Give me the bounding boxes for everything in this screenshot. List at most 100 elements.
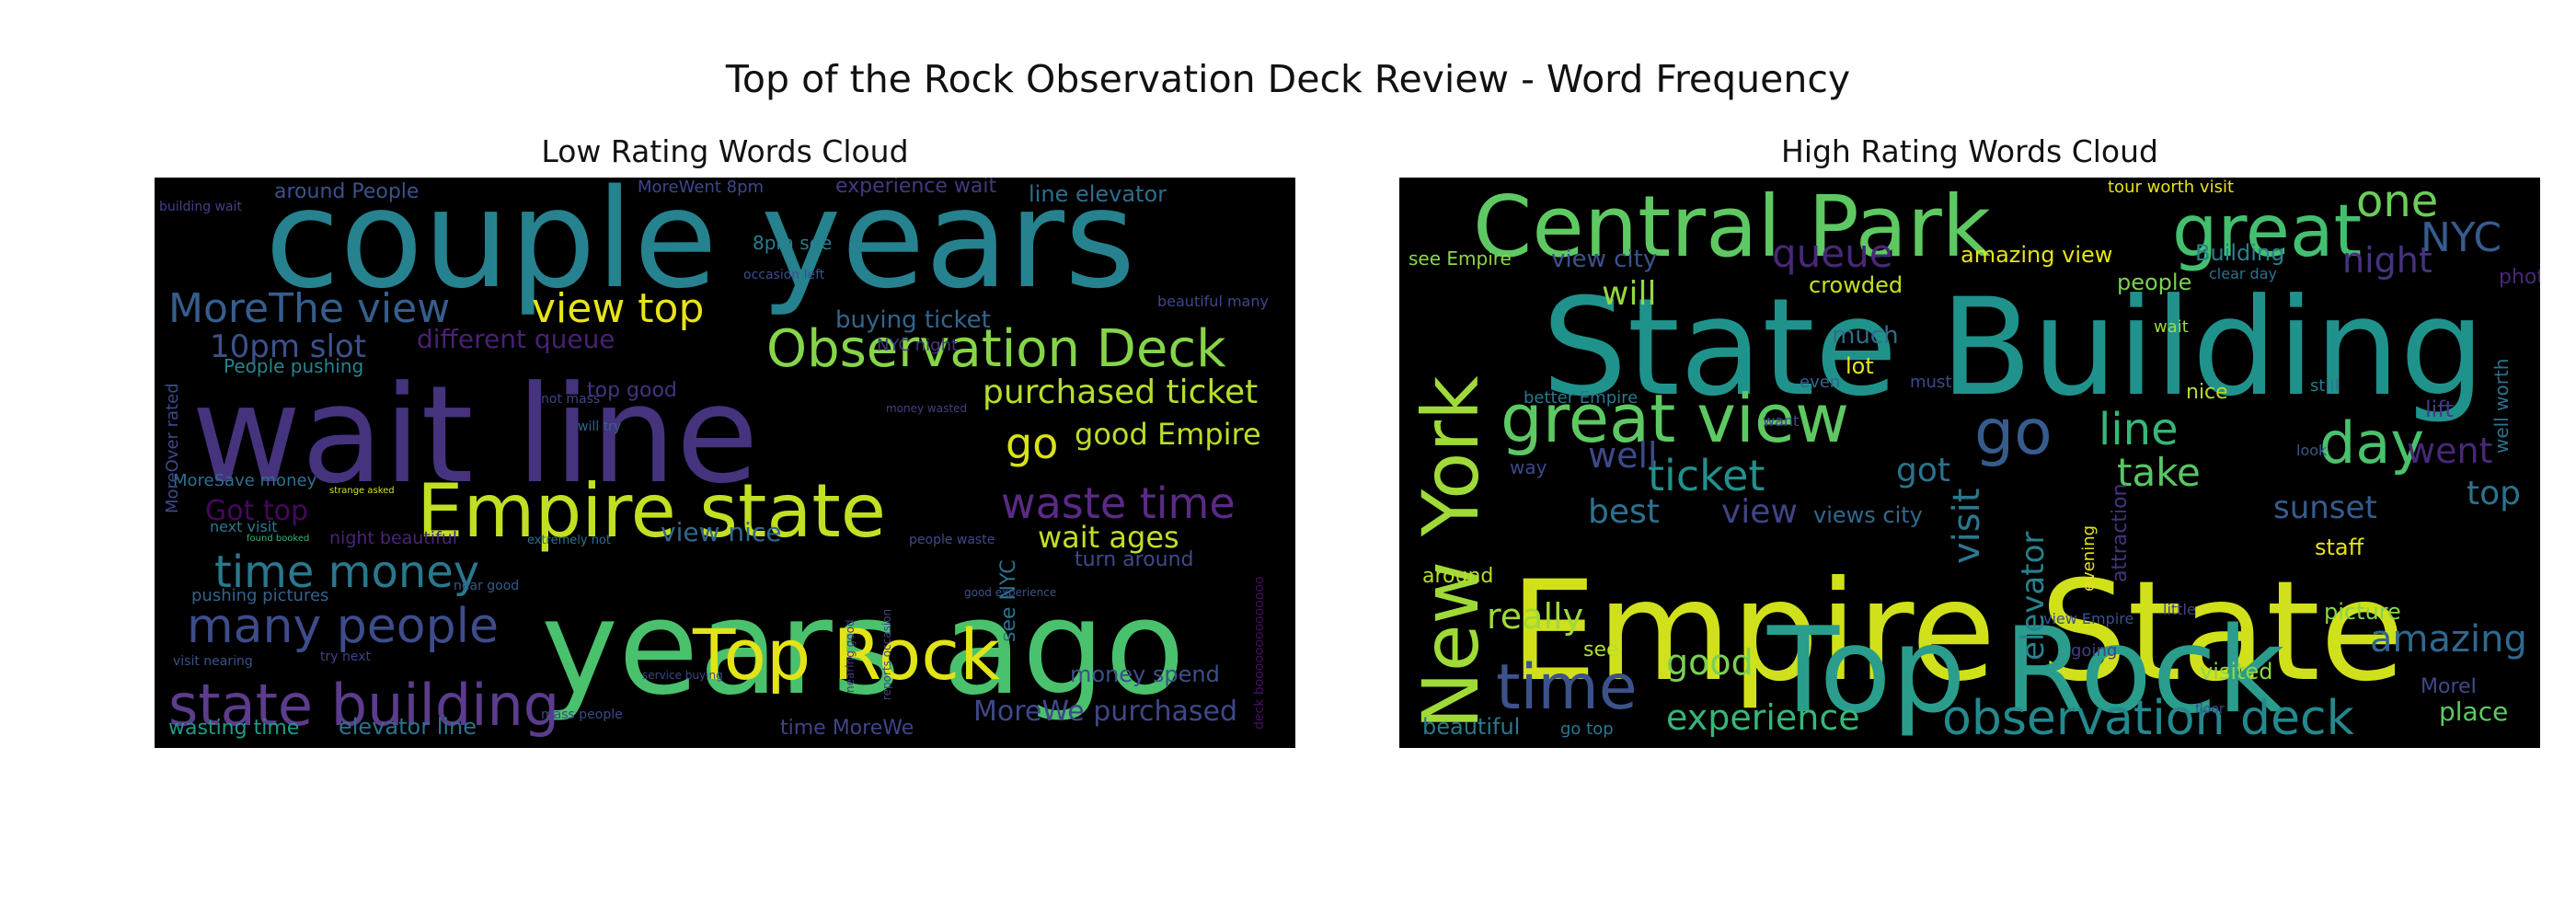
word-wait: wait bbox=[2154, 317, 2189, 337]
low-rating-word-cloud-canvas: couple years wait line years ago Empire sta… bbox=[159, 178, 1269, 740]
word-next-visit: next visit bbox=[210, 518, 278, 535]
word-sunset: sunset bbox=[2273, 489, 2377, 526]
word-around-people: around People bbox=[274, 180, 419, 203]
word-nyc-night: NYC night bbox=[877, 336, 958, 355]
high-rating-word-cloud-canvas: Empire State State Building Top Rock Centra… bbox=[1406, 178, 2540, 746]
word-see-nyc: see NYC bbox=[997, 559, 1020, 642]
word-wait-ages: wait ages bbox=[1038, 520, 1179, 555]
word-experience-wait: experience wait bbox=[835, 178, 997, 198]
word-people: people bbox=[2117, 270, 2191, 295]
word-view-empire: view Empire bbox=[2043, 610, 2133, 627]
word-will: will bbox=[1602, 275, 1656, 313]
word-time-money: time money bbox=[214, 546, 479, 598]
word-morewe-purchased: MoreWe purchased bbox=[973, 696, 1237, 728]
word-state-building: State Building bbox=[1542, 270, 2485, 426]
word-waste-time: waste time bbox=[1001, 478, 1236, 528]
word-way: way bbox=[1510, 456, 1547, 478]
figure-title: Top of the Rock Observation Deck Review … bbox=[725, 57, 1851, 101]
word-views-city: views city bbox=[1813, 502, 1923, 528]
word-night-beautiful: night beautiful bbox=[329, 528, 457, 548]
word-morei: MoreI bbox=[2421, 675, 2477, 698]
word-really: really bbox=[1487, 596, 1583, 637]
word-elevator-line: elevator line bbox=[339, 714, 477, 740]
word-elevator: elevator bbox=[2015, 532, 2052, 661]
word-go: go bbox=[1974, 397, 2053, 469]
word-morewent-8pm: MoreWent 8pm bbox=[638, 178, 764, 197]
word-still: still bbox=[2310, 376, 2339, 396]
word-different-queue: different queue bbox=[417, 324, 615, 354]
word-couple-years: couple years bbox=[265, 178, 1135, 318]
word-found-booked: found booked bbox=[247, 534, 309, 544]
word-observation-deck: Observation Deck bbox=[766, 319, 1226, 379]
word-top-good: top good bbox=[587, 379, 677, 402]
word-great-view: great view bbox=[1501, 380, 1849, 457]
word-buying-ticket: buying ticket bbox=[835, 306, 991, 334]
word-go-top: go top bbox=[1560, 719, 1614, 739]
word-place: place bbox=[2439, 696, 2508, 727]
word-little: little bbox=[2163, 601, 2196, 618]
word-staff: staff bbox=[2315, 535, 2364, 560]
word-will-try: will try bbox=[578, 420, 621, 434]
word-look: look bbox=[2296, 442, 2328, 459]
word-nice: nice bbox=[2186, 381, 2228, 404]
high-rating-panel-title: High Rating Words Cloud bbox=[1781, 133, 2158, 169]
word-building: Building bbox=[2195, 240, 2284, 266]
word-time-morewe: time MoreWe bbox=[780, 717, 914, 740]
word-visited: visited bbox=[2200, 659, 2272, 684]
word-extremely-not: extremely not bbox=[527, 534, 611, 547]
word-around: around bbox=[1422, 565, 1493, 588]
word-turn-around: turn around bbox=[1075, 548, 1194, 571]
word-see: see bbox=[1583, 638, 1619, 661]
low-rating-panel-title: Low Rating Words Cloud bbox=[541, 133, 909, 169]
word-top-rock: Top Rock bbox=[692, 614, 1000, 696]
word-people-waste: people waste bbox=[909, 533, 995, 547]
word-attraction: attraction bbox=[2109, 484, 2132, 583]
word-10pm-slot: 10pm slot bbox=[210, 328, 366, 365]
word-state-building: state building bbox=[168, 672, 559, 739]
word-people-pushing: People pushing bbox=[224, 355, 363, 377]
word-years-ago: years ago bbox=[541, 572, 1185, 724]
low-rating-word-cloud: couple years wait line years ago Empire sta… bbox=[155, 178, 1295, 748]
word-one: one bbox=[2356, 178, 2438, 227]
word-top-rock: Top Rock bbox=[1766, 603, 2285, 740]
word-experience: experience bbox=[1666, 697, 1860, 738]
word-photo: photo bbox=[2499, 266, 2540, 289]
word-evening: evening bbox=[2079, 525, 2099, 592]
word-view-nice: view nice bbox=[661, 517, 782, 547]
word-got-top: Got top bbox=[205, 495, 308, 527]
word-morethe-view: MoreThe view bbox=[168, 285, 450, 332]
word-lot: lot bbox=[1846, 353, 1874, 379]
word-service-buying: service buying bbox=[642, 669, 723, 682]
word-time: time bbox=[1496, 651, 1638, 724]
word-good-empire: good Empire bbox=[1075, 417, 1261, 452]
word-moreover-rated: MoreOver rated bbox=[163, 383, 182, 513]
word-near-good: near good bbox=[454, 579, 519, 593]
word-deck-boooooooooooooo: deck boooooooooooooo bbox=[1252, 576, 1267, 730]
word-amazing: amazing bbox=[2370, 618, 2527, 661]
word-money-wasted: money wasted bbox=[886, 402, 967, 415]
word-central-park: Central Park bbox=[1473, 178, 1992, 276]
word-empire-state: Empire State bbox=[1510, 552, 2405, 712]
word-reports-occasion: reports occasion bbox=[880, 609, 893, 700]
word-mass-people: mass people bbox=[541, 707, 623, 722]
word-8pm-see: 8pm see bbox=[753, 232, 832, 254]
word-building-wait: building wait bbox=[159, 200, 242, 214]
word-wasting-time: wasting time bbox=[168, 717, 299, 740]
word-money-spend: money spend bbox=[1070, 661, 1220, 687]
word-see-empire: see Empire bbox=[1409, 247, 1512, 270]
word-nearing-good: nearing good bbox=[844, 619, 857, 693]
word-line: line bbox=[2099, 404, 2179, 455]
word-picture: picture bbox=[2324, 599, 2401, 625]
word-well-worth: well worth bbox=[2490, 359, 2513, 454]
word-good-experience: good experience bbox=[964, 586, 1056, 599]
word-wait-line: wait line bbox=[191, 357, 759, 513]
word-ticket: ticket bbox=[1648, 451, 1765, 500]
word-well: well bbox=[1588, 435, 1658, 476]
word-many-people: many people bbox=[187, 599, 499, 654]
word-new-york: New York bbox=[1406, 375, 1496, 730]
word-visit-nearing: visit nearing bbox=[173, 654, 253, 669]
word-even: even bbox=[1800, 373, 1840, 392]
word-observation-deck: observation deck bbox=[1942, 691, 2354, 746]
word-best: best bbox=[1588, 493, 1660, 531]
word-beautiful: beautiful bbox=[1422, 714, 1520, 740]
